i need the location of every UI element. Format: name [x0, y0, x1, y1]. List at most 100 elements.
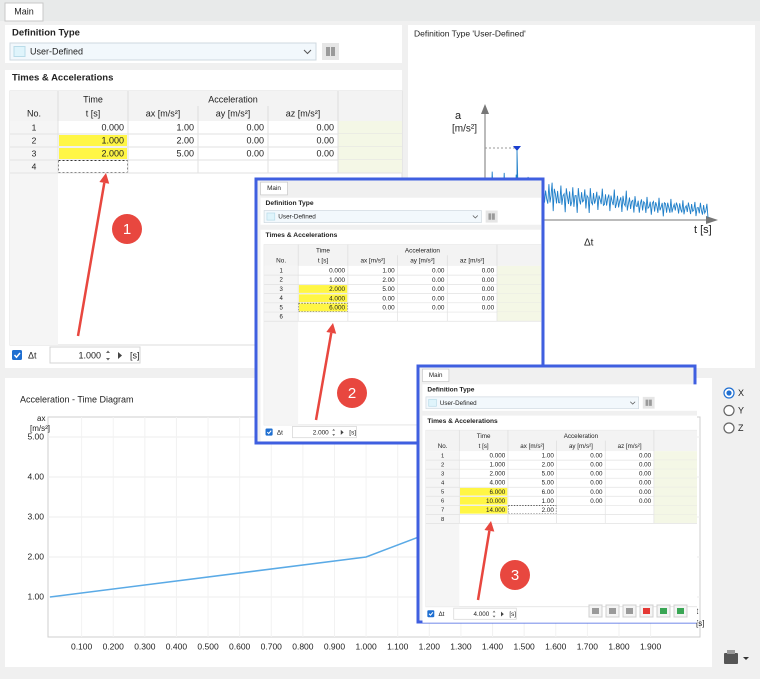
table-cell: 5.00 [542, 471, 555, 478]
radio[interactable] [723, 404, 735, 417]
table-cell: 0.00 [590, 453, 603, 460]
column-group: Time [83, 94, 103, 104]
column-group: Acceleration [208, 94, 258, 104]
callout-arrowhead [99, 173, 110, 184]
column-header: ay [m/s²] [410, 258, 435, 265]
highlight-cell [460, 487, 508, 496]
toolbar-icon [643, 608, 650, 614]
tab-strip [0, 0, 760, 21]
column-header: t [s] [86, 108, 101, 118]
spinbox[interactable] [453, 607, 517, 620]
table-cell: 0.00 [639, 453, 652, 460]
section-label: Definition Type [266, 200, 314, 207]
chevron [630, 401, 636, 405]
table-cell: 4 [279, 296, 283, 302]
print-menu-arrow[interactable] [743, 657, 749, 660]
table-cell: 0.00 [382, 304, 395, 311]
table-cell: 2 [441, 463, 444, 469]
table-cell: 8 [441, 517, 445, 523]
x-tick-label: 0.900 [324, 641, 346, 651]
x-tick-label: 1.200 [419, 641, 441, 651]
table-cell: 4 [32, 161, 37, 171]
spin-arrows [106, 350, 110, 361]
preview-y-arrow [481, 104, 489, 114]
table-cell: 2.00 [176, 135, 194, 145]
table-cell: 0.00 [482, 268, 495, 275]
table-cell: 0.00 [432, 277, 445, 284]
checkbox[interactable] [427, 610, 435, 618]
preview-y-label: a [455, 110, 462, 122]
table-cell: 14.000 [486, 507, 506, 514]
extra-cell [653, 460, 698, 470]
extra-cell [653, 514, 698, 524]
extra-cell [496, 275, 541, 285]
preview-peak-marker [513, 146, 521, 151]
radio[interactable] [723, 422, 735, 434]
column-header: ax [m/s²] [146, 108, 181, 118]
callout-arrowhead [484, 521, 495, 532]
extra-cell [496, 284, 541, 294]
dropdown[interactable] [9, 42, 317, 61]
extra-cell [338, 160, 402, 173]
checkbox[interactable] [12, 350, 22, 360]
table-cell: 0.00 [590, 489, 603, 496]
y-tick-label: 2.00 [27, 551, 44, 561]
separator [422, 410, 698, 416]
table-cell: 0.00 [316, 122, 334, 132]
column-header: ay [m/s²] [216, 108, 251, 118]
radio-dot [726, 390, 732, 396]
row-number-column [425, 451, 460, 607]
column-header: No. [27, 108, 41, 118]
dropdown[interactable] [263, 210, 482, 223]
step-arrow[interactable] [118, 352, 122, 359]
book-icon [488, 213, 495, 220]
step-arrow[interactable] [501, 611, 504, 617]
x-axis-label: t [696, 607, 699, 616]
library-button[interactable] [485, 210, 498, 223]
section-label: Definition Type [12, 28, 80, 39]
callout-arrow [314, 332, 333, 421]
toolbar-icon [677, 608, 684, 614]
spinbox[interactable] [292, 426, 357, 439]
spinbox[interactable] [49, 346, 141, 364]
checkbox[interactable] [265, 428, 273, 436]
table-cell: 10.000 [486, 498, 506, 505]
table-cell: 3 [32, 148, 37, 158]
extra-cell [653, 469, 698, 479]
tab[interactable] [422, 368, 450, 382]
column-header: ay [m/s²] [569, 443, 593, 450]
table-cell: 0.000 [329, 268, 345, 275]
x-tick-label: 0.400 [166, 641, 188, 651]
spin-arrows [332, 428, 336, 436]
column-header: t [s] [318, 258, 329, 265]
tab[interactable] [4, 2, 44, 22]
tab-label: Main [429, 372, 443, 379]
step-value: 4.000 [474, 611, 490, 618]
dropdown[interactable] [425, 396, 639, 410]
column-header: No. [276, 258, 286, 265]
table-cell: 2.000 [329, 286, 345, 293]
y-tick-label: 4.00 [27, 471, 44, 481]
library-button[interactable] [642, 396, 655, 409]
input-panel: Main Definition Type User-Defined Times & A… [422, 368, 698, 623]
step-arrow[interactable] [340, 429, 344, 435]
step-unit: [s] [349, 429, 356, 436]
table-cell: 0.00 [590, 462, 603, 469]
tab-label: Main [14, 6, 34, 16]
library-button[interactable] [322, 43, 339, 60]
highlight-cell [59, 148, 127, 159]
column-group: Acceleration [564, 433, 599, 440]
print-button[interactable] [724, 653, 738, 664]
toolbar-icon [660, 608, 667, 614]
x-tick-label: 1.900 [640, 641, 662, 651]
section-label: Times & Accelerations [427, 418, 498, 425]
tab[interactable] [260, 181, 288, 196]
preview-x-arrow [706, 216, 718, 224]
table-cell: 7 [441, 508, 444, 514]
chevron [472, 215, 479, 219]
table-cell: 0.00 [482, 277, 495, 284]
chevron [303, 49, 312, 55]
x-tick-label: 1.300 [450, 641, 472, 651]
preview-y-unit: [m/s²] [452, 124, 477, 135]
